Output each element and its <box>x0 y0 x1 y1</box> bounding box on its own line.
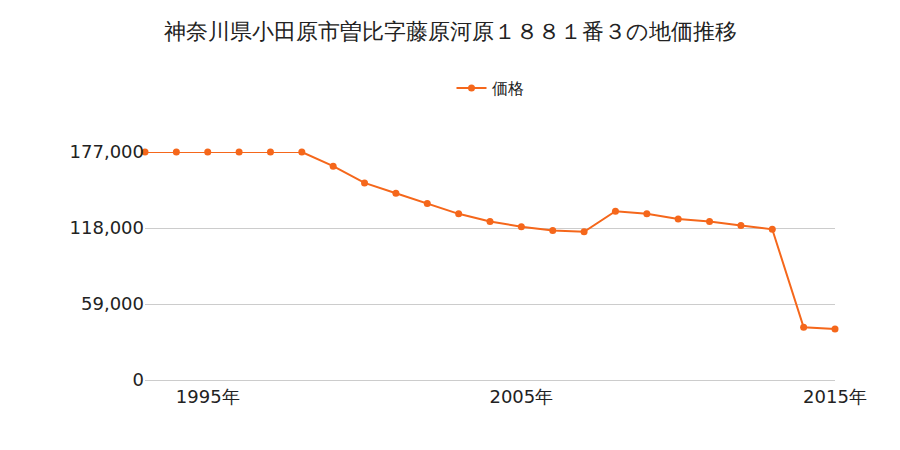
svg-text:59,000: 59,000 <box>81 293 144 314</box>
svg-text:2015年: 2015年 <box>803 386 867 407</box>
svg-text:118,000: 118,000 <box>70 217 144 238</box>
svg-text:0: 0 <box>133 369 144 390</box>
svg-text:2005年: 2005年 <box>489 386 553 407</box>
svg-text:177,000: 177,000 <box>70 141 144 162</box>
svg-text:1995年: 1995年 <box>176 386 240 407</box>
svg-text:価格: 価格 <box>492 79 524 98</box>
svg-text:神奈川県小田原市曽比字藤原河原１８８１番３の地価推移: 神奈川県小田原市曽比字藤原河原１８８１番３の地価推移 <box>164 19 737 44</box>
